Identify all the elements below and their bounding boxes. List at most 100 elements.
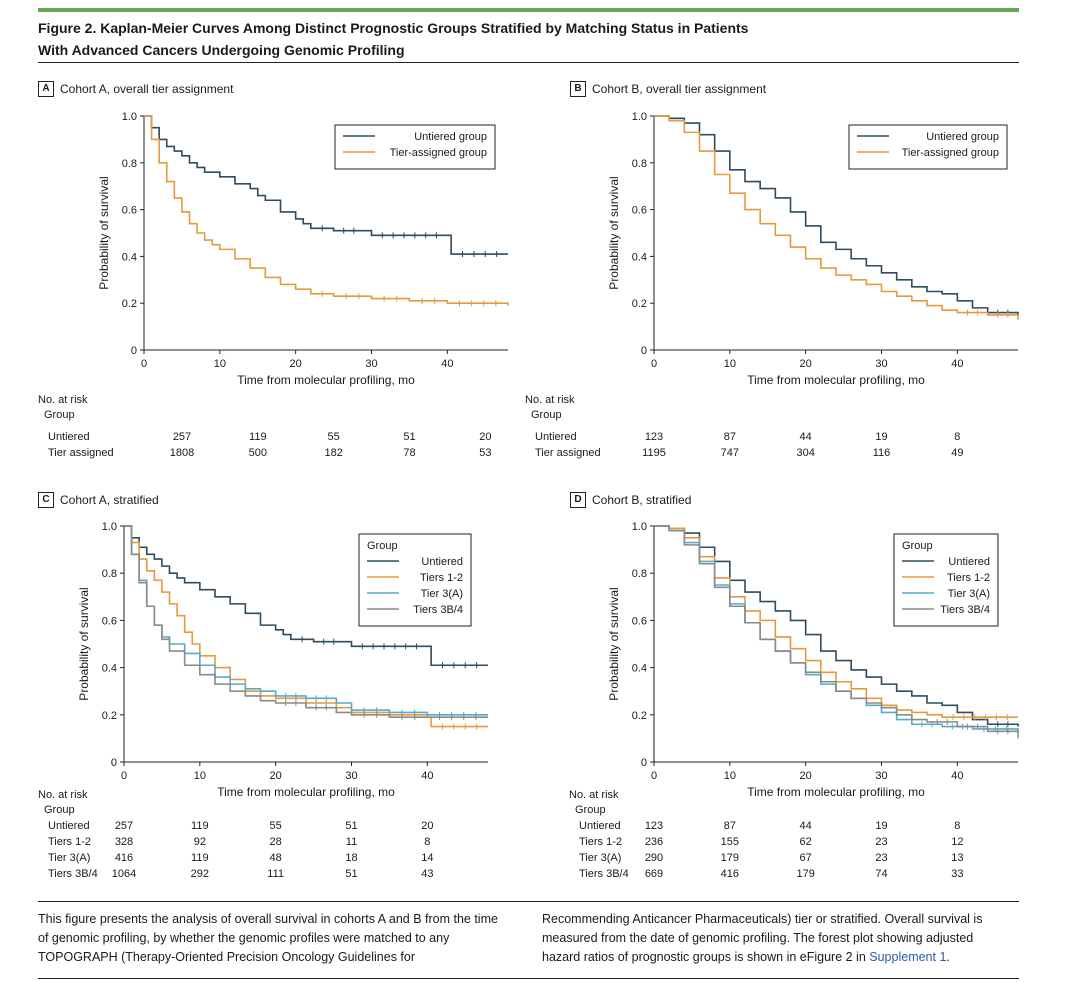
risk-count: 257 <box>172 431 192 443</box>
survival-curve <box>654 525 1019 734</box>
caption-right: Recommending Anticancer Pharmaceuticals)… <box>542 910 1012 967</box>
risk-count: 92 <box>193 836 206 848</box>
risk-count: 8 <box>954 431 961 443</box>
legend: Untiered group Tier-assigned group <box>334 124 496 170</box>
risk-count: 669 <box>644 868 664 880</box>
series-untiered <box>124 525 488 669</box>
y-axis-label: Probability of survival <box>77 587 91 700</box>
panel-c-label: C Cohort A, stratified <box>38 492 159 508</box>
x-tick-label: 0 <box>141 358 147 370</box>
x-tick-label: 10 <box>214 358 226 370</box>
risk-count: 119 <box>249 431 267 443</box>
panel-c-badge: C <box>38 492 54 508</box>
x-tick-label: 30 <box>345 770 357 782</box>
risk-count: 19 <box>875 820 888 832</box>
legend: Untiered group Tier-assigned group <box>848 124 1008 170</box>
x-tick-label: 40 <box>441 358 453 370</box>
y-tick-label: 0.8 <box>632 158 647 170</box>
risk-count: 18 <box>345 852 358 864</box>
risk-header: No. at risk <box>569 789 619 801</box>
chart-panel-d: 0 0.2 0.4 0.6 0.8 1.0 0 10 20 30 40 Time from molec… <box>607 521 1019 799</box>
risk-count: 87 <box>723 820 736 832</box>
legend-box <box>893 533 999 627</box>
risk-row-group: Tiers 1-2 <box>48 836 91 848</box>
risk-row-group: Tier assigned <box>48 447 114 459</box>
risk-row-group: Untiered <box>535 431 577 443</box>
y-tick-label: 0.8 <box>632 568 647 580</box>
y-tick-label: 0.8 <box>102 568 117 580</box>
x-tick-label: 20 <box>800 358 812 370</box>
risk-row-group: Tiers 3B/4 <box>579 868 629 880</box>
risk-count: 20 <box>479 431 492 443</box>
risk-count: 14 <box>421 852 434 864</box>
header-accent-bar <box>38 8 1019 12</box>
y-tick-label: 0 <box>641 345 647 357</box>
risk-header: No. at risk <box>38 789 88 801</box>
y-tick-label: 0 <box>131 345 137 357</box>
risk-row-group: Untiered <box>48 431 90 443</box>
panel-c-title: Cohort A, stratified <box>60 493 159 507</box>
legend-label: Tier-assigned group <box>902 147 999 159</box>
risk-group-header: Group <box>44 409 75 421</box>
risk-count: 19 <box>875 431 888 443</box>
risk-count: 1195 <box>642 447 666 459</box>
caption-left: This figure presents the analysis of ove… <box>38 912 498 964</box>
y-axis-label: Probability of survival <box>607 587 621 700</box>
x-tick-label: 20 <box>290 358 302 370</box>
risk-count: 500 <box>248 447 267 459</box>
risk-count: 179 <box>720 852 739 864</box>
risk-count: 43 <box>421 868 434 880</box>
series-tiers-1-2 <box>654 525 1018 721</box>
legend-title: Group <box>902 540 933 552</box>
risk-count: 179 <box>796 868 815 880</box>
x-tick-label: 20 <box>800 770 812 782</box>
risk-count: 155 <box>720 836 739 848</box>
risk-count: 55 <box>327 431 340 443</box>
risk-group-header: Group <box>531 409 562 421</box>
risk-count: 74 <box>875 868 888 880</box>
risk-count: 292 <box>190 868 209 880</box>
risk-count: 78 <box>403 447 416 459</box>
panel-d-badge: D <box>570 492 586 508</box>
risk-count: 111 <box>267 868 285 880</box>
risk-row-group: Tiers 1-2 <box>579 836 622 848</box>
risk-count: 304 <box>796 447 815 459</box>
legend-box <box>334 124 496 170</box>
x-tick-label: 10 <box>194 770 206 782</box>
x-tick-label: 0 <box>121 770 127 782</box>
survival-curve <box>144 115 508 255</box>
legend-label: Untiered group <box>926 131 999 143</box>
risk-count: 12 <box>951 836 964 848</box>
x-axis-label: Time from molecular profiling, mo <box>747 785 925 799</box>
survival-curve <box>654 525 1019 739</box>
survival-curve <box>124 525 488 667</box>
x-axis-label: Time from molecular profiling, mo <box>217 785 395 799</box>
panel-d-title: Cohort B, stratified <box>592 493 692 507</box>
risk-row-group: Untiered <box>48 820 90 832</box>
series-tiers-3b-4 <box>654 525 1019 735</box>
x-tick-label: 40 <box>951 770 963 782</box>
y-tick-label: 0.4 <box>122 251 137 263</box>
survival-curve <box>654 115 1019 315</box>
legend-label: Untiered <box>421 556 463 568</box>
y-tick-label: 0.2 <box>632 298 647 310</box>
supplement-link[interactable]: Supplement 1 <box>869 950 947 964</box>
risk-count: 20 <box>421 820 434 832</box>
risk-count: 236 <box>644 836 664 848</box>
risk-count: 23 <box>875 852 888 864</box>
x-tick-label: 20 <box>270 770 282 782</box>
y-tick-label: 1.0 <box>632 111 647 123</box>
y-axis-label: Probability of survival <box>97 176 111 289</box>
x-axis-label: Time from molecular profiling, mo <box>747 373 925 387</box>
chart-panel-c: 0 0.2 0.4 0.6 0.8 1.0 0 10 20 30 40 Time from molec… <box>77 521 488 799</box>
x-tick-label: 40 <box>421 770 433 782</box>
y-axis-label: Probability of survival <box>607 176 621 289</box>
risk-group-header: Group <box>575 804 606 816</box>
x-tick-label: 10 <box>724 358 736 370</box>
risk-count: 51 <box>345 868 358 880</box>
risk-count: 62 <box>799 836 812 848</box>
risk-count: 44 <box>799 820 812 832</box>
risk-row-group: Tier 3(A) <box>48 852 91 864</box>
risk-count: 51 <box>345 820 358 832</box>
risk-count: 1808 <box>169 447 195 459</box>
